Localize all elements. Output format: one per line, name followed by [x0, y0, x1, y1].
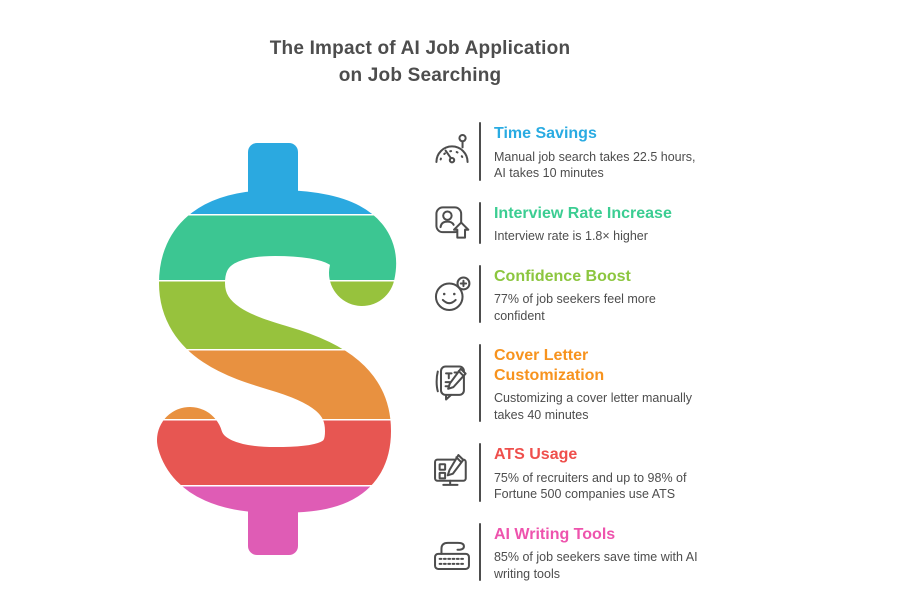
- dollar-band-blue: [150, 143, 400, 214]
- item-description: 85% of job seekers save time with AI wri…: [493, 550, 698, 581]
- page-title: The Impact of AI Job Application on Job …: [20, 36, 820, 89]
- item-title: Time Savings: [493, 125, 597, 142]
- item-icon-box: [430, 121, 474, 182]
- dollar-band-orange: [150, 350, 400, 419]
- item-text-block: ATS Usage 75% of recruiters and up to 98…: [494, 442, 700, 503]
- item-text-block: Confidence Boost 77% of job seekers feel…: [494, 264, 700, 325]
- item-title: ATS Usage: [493, 446, 578, 464]
- item-description: 77% of job seekers feel more confident: [493, 292, 656, 323]
- item-divider: [479, 344, 481, 423]
- page-title-line-2: on Job Searching: [338, 64, 502, 86]
- item-icon-box: [430, 264, 474, 325]
- person-badge-up-arrow-icon: [430, 201, 474, 245]
- item-description: Manual job search takes 22.5 hours, AI t…: [493, 149, 696, 181]
- letter-pencil-icon: [430, 361, 474, 405]
- item-text-block: AI Writing Tools 85% of job seekers save…: [494, 522, 700, 583]
- smiley-plus-icon: [430, 272, 474, 316]
- item-divider: [479, 443, 481, 502]
- dollar-band-red: [150, 420, 400, 485]
- item-text-block: Cover Letter Customization Customizing a…: [494, 343, 700, 423]
- item-divider: [479, 122, 481, 181]
- dollar-sign-bands: [150, 143, 400, 563]
- item-description: Customizing a cover letter manually take…: [493, 391, 692, 422]
- item-text-block: Interview Rate Increase Interview rate i…: [494, 201, 700, 245]
- item-title: Interview Rate Increase: [493, 204, 672, 222]
- dollar-band-green: [150, 215, 400, 280]
- list-item: Time Savings Manual job search takes 22.…: [430, 121, 700, 182]
- item-title: Confidence Boost: [493, 267, 631, 285]
- item-text-block: Time Savings Manual job search takes 22.…: [494, 121, 700, 182]
- item-divider: [479, 264, 481, 324]
- page-title-line-1: The Impact of AI Job Application: [269, 38, 571, 59]
- item-icon-box: [430, 522, 474, 583]
- list-item: ATS Usage 75% of recruiters and up to 98…: [430, 442, 700, 503]
- item-divider: [479, 522, 481, 582]
- list-item: Interview Rate Increase Interview rate i…: [430, 201, 700, 245]
- keyboard-cable-icon: [430, 530, 474, 574]
- item-icon-box: [430, 442, 474, 503]
- item-title: Cover Letter Customization: [493, 347, 605, 384]
- item-title: AI Writing Tools: [493, 525, 616, 543]
- dollar-sign-graphic: [150, 143, 400, 563]
- item-icon-box: [430, 343, 474, 423]
- item-divider: [479, 201, 481, 244]
- list-item: Cover Letter Customization Customizing a…: [430, 343, 700, 423]
- monitor-checklist-pencil-icon: [430, 450, 474, 494]
- dollar-band-lime: [150, 281, 400, 349]
- item-description: 75% of recruiters and up to 98% of Fortu…: [493, 470, 687, 502]
- item-description: Interview rate is 1.8× higher: [493, 229, 648, 244]
- dollar-band-pink: [150, 486, 400, 563]
- list-item: AI Writing Tools 85% of job seekers save…: [430, 522, 700, 583]
- impact-list: Time Savings Manual job search takes 22.…: [430, 121, 700, 582]
- speedometer-pin-icon: [430, 129, 474, 173]
- item-icon-box: [430, 201, 474, 245]
- list-item: Confidence Boost 77% of job seekers feel…: [430, 264, 700, 325]
